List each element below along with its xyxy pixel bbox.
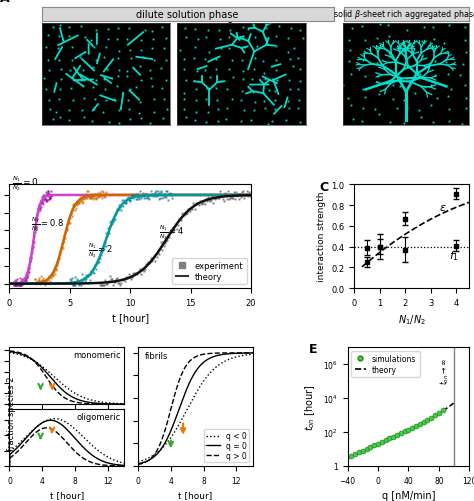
simulations xyxy=(364,446,369,452)
simulations xyxy=(413,423,419,429)
Text: $\frac{N_1}{N_2}$$=4$: $\frac{N_1}{N_2}$$=4$ xyxy=(159,223,184,241)
theory xyxy=(425,418,430,424)
simulations xyxy=(432,412,438,418)
Text: monomeric: monomeric xyxy=(73,350,121,359)
simulations xyxy=(348,453,354,459)
simulations xyxy=(410,425,415,431)
theory xyxy=(416,423,421,429)
Text: fibrils: fibrils xyxy=(145,351,168,360)
simulations xyxy=(383,437,389,443)
X-axis label: t [hour]: t [hour] xyxy=(178,490,212,499)
Text: fibrils: fibrils xyxy=(394,13,421,23)
Line: simulations: simulations xyxy=(349,408,445,458)
Text: C: C xyxy=(320,181,329,194)
Text: $t_{on} \to \infty$: $t_{on} \to \infty$ xyxy=(438,358,451,385)
simulations xyxy=(375,441,381,447)
Text: $\frac{N_1}{N_2}$$=0.8$: $\frac{N_1}{N_2}$$=0.8$ xyxy=(31,215,64,233)
simulations xyxy=(379,439,385,445)
simulations xyxy=(402,428,408,434)
simulations xyxy=(417,421,423,427)
X-axis label: t [hour]: t [hour] xyxy=(112,313,149,323)
Y-axis label: interaction strength: interaction strength xyxy=(317,191,326,282)
Text: fraction species 2: fraction species 2 xyxy=(8,376,16,450)
simulations xyxy=(421,420,427,426)
simulations xyxy=(356,449,362,455)
simulations xyxy=(406,427,411,433)
X-axis label: t [hour]: t [hour] xyxy=(50,490,84,499)
simulations xyxy=(387,435,392,441)
simulations xyxy=(436,410,442,416)
Text: $\frac{N_1}{N_2}$$=0$: $\frac{N_1}{N_2}$$=0$ xyxy=(12,174,39,193)
Line: theory: theory xyxy=(347,403,454,458)
simulations xyxy=(425,417,430,423)
simulations xyxy=(394,432,400,438)
Text: monomeric: monomeric xyxy=(79,13,134,23)
Legend: experiment, theory: experiment, theory xyxy=(173,258,247,285)
simulations xyxy=(360,448,365,454)
simulations xyxy=(428,415,434,421)
Y-axis label: $t_{on}$ [hour]: $t_{on}$ [hour] xyxy=(304,383,318,430)
simulations xyxy=(440,407,446,413)
Text: oligomeric: oligomeric xyxy=(216,13,267,23)
Legend: q < 0, q = 0, q > 0: q < 0, q = 0, q > 0 xyxy=(204,429,249,462)
Text: $\frac{N_1}{N_2}$$=2$: $\frac{N_1}{N_2}$$=2$ xyxy=(88,241,113,260)
Text: $\varepsilon$: $\varepsilon$ xyxy=(438,203,446,213)
theory xyxy=(393,433,399,439)
theory xyxy=(372,443,378,449)
Text: A: A xyxy=(0,0,10,5)
X-axis label: $N_1/N_2$: $N_1/N_2$ xyxy=(398,313,426,327)
theory xyxy=(364,447,369,453)
theory xyxy=(451,400,456,406)
simulations xyxy=(391,434,396,440)
Text: E: E xyxy=(309,343,317,356)
theory xyxy=(345,455,350,461)
X-axis label: q [nM/min]: q [nM/min] xyxy=(382,490,435,500)
simulations xyxy=(372,442,377,448)
Legend: simulations, theory: simulations, theory xyxy=(351,351,419,377)
Text: oligomeric: oligomeric xyxy=(76,412,121,421)
theory xyxy=(407,427,413,433)
simulations xyxy=(368,444,374,450)
simulations xyxy=(352,451,358,457)
Text: $f_1$: $f_1$ xyxy=(449,248,459,262)
simulations xyxy=(398,430,404,436)
